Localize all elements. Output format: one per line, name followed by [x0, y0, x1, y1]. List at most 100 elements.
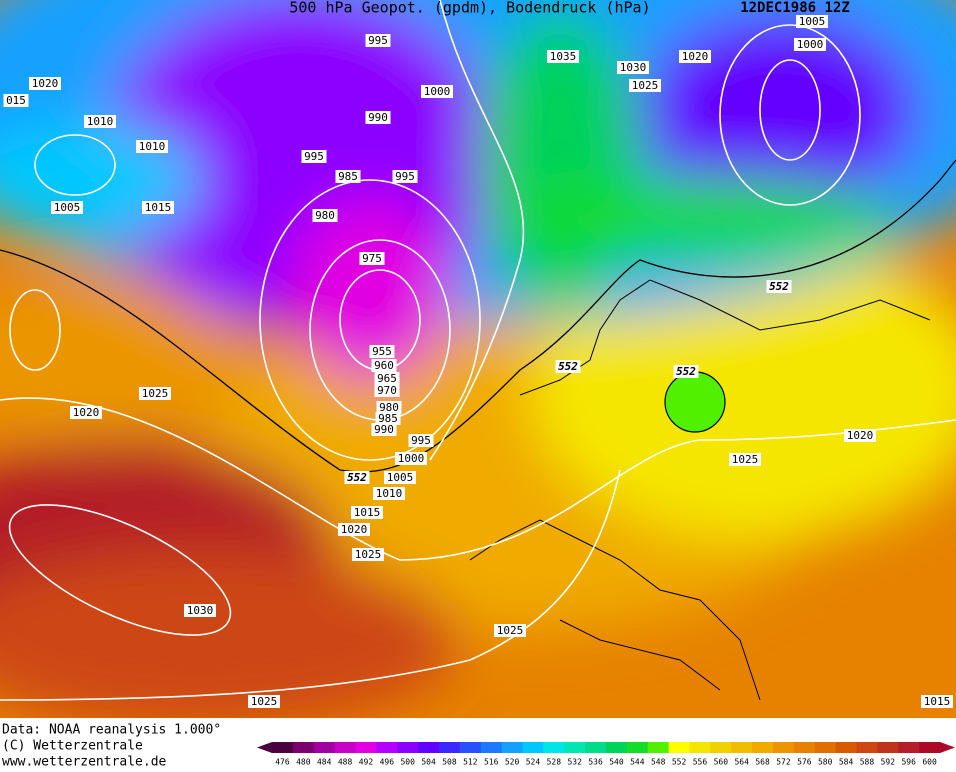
scale-swatch — [793, 742, 816, 753]
label-box — [796, 15, 828, 28]
label-box — [729, 453, 761, 466]
label-box — [374, 372, 400, 385]
label-box — [392, 170, 418, 183]
footer-copyright: (C) Wetterzentrale — [2, 739, 143, 754]
scale-swatch — [334, 742, 356, 753]
isobar-label: 965 — [377, 372, 397, 385]
label-box — [921, 695, 953, 708]
scale-swatch — [856, 742, 878, 753]
isobar-label: 1025 — [251, 695, 278, 708]
scale-arrow-high — [940, 742, 955, 753]
scale-swatch — [439, 742, 461, 753]
scale-tick-label: 548 — [651, 758, 666, 767]
isobar-label: 995 — [411, 434, 431, 447]
label-box — [494, 624, 526, 637]
scale-swatch — [835, 742, 857, 753]
isobar-label: 1015 — [354, 506, 381, 519]
scale-arrow-low — [257, 742, 272, 753]
scale-swatch — [313, 742, 336, 753]
scale-swatch — [626, 742, 649, 753]
scale-swatch — [459, 742, 482, 753]
isobar-label: 1020 — [847, 429, 874, 442]
label-box — [384, 471, 416, 484]
scale-tick-label: 532 — [567, 758, 582, 767]
scale-tick-label: 480 — [296, 758, 311, 767]
scale-tick-label: 536 — [588, 758, 603, 767]
isobar-label: 995 — [304, 150, 324, 163]
scale-swatch — [752, 742, 774, 753]
label-box — [70, 406, 102, 419]
isobar-label: 980 — [379, 401, 399, 414]
scale-swatch — [480, 742, 503, 753]
isobar-label: 1000 — [398, 452, 425, 465]
isobar-label: 1020 — [341, 523, 368, 536]
isobar-label: 955 — [372, 345, 392, 358]
scale-tick-label: 504 — [421, 758, 436, 767]
label-box — [373, 487, 405, 500]
isobar-label: 1000 — [797, 38, 824, 51]
scale-swatch — [418, 742, 440, 753]
label-box — [375, 412, 401, 425]
label-box — [351, 506, 383, 519]
isobar-label: 1025 — [632, 79, 659, 92]
scale-swatch — [606, 742, 628, 753]
isobar-label: 985 — [338, 170, 358, 183]
scale-tick-label: 596 — [901, 758, 916, 767]
scale-swatch — [564, 742, 586, 753]
scale-tick-label: 576 — [797, 758, 812, 767]
isobar-label: 1010 — [139, 140, 166, 153]
isobar-label: 1005 — [54, 201, 81, 214]
label-box — [408, 434, 434, 447]
label-box — [629, 79, 661, 92]
scale-swatch — [543, 742, 565, 753]
isobar-label: 970 — [377, 384, 397, 397]
isobar-label: 1020 — [682, 50, 709, 63]
label-box — [184, 604, 216, 617]
scale-swatch — [585, 742, 607, 753]
isobar-label: 1025 — [142, 387, 169, 400]
scale-swatch — [397, 742, 419, 753]
scale-tick-label: 484 — [317, 758, 332, 767]
scale-swatch — [919, 742, 941, 753]
scale-swatch — [773, 742, 795, 753]
scale-tick-label: 476 — [275, 758, 290, 767]
scale-swatch — [376, 742, 398, 753]
label-box — [51, 201, 83, 214]
isobar-label: 1005 — [799, 15, 826, 28]
label-box — [395, 452, 427, 465]
scale-tick-label: 572 — [776, 758, 791, 767]
label-box — [555, 360, 581, 373]
isobar-label: 1015 — [145, 201, 172, 214]
isobar-label: 990 — [368, 111, 388, 124]
isobar-label: 975 — [362, 252, 382, 265]
isobar-label: 1020 — [73, 406, 100, 419]
geopotential-label: 552 — [769, 280, 789, 293]
scale-swatch — [689, 742, 711, 753]
label-box — [421, 85, 453, 98]
label-box — [248, 695, 280, 708]
scale-tick-label: 516 — [484, 758, 499, 767]
scale-swatch — [731, 742, 753, 753]
scale-tick-label: 592 — [881, 758, 896, 767]
scale-swatch — [355, 742, 377, 753]
label-box — [673, 365, 699, 378]
label-box — [547, 50, 579, 63]
label-box — [679, 50, 711, 63]
label-box — [3, 94, 29, 107]
label-box — [365, 34, 391, 47]
scale-swatch — [501, 742, 523, 753]
isobar-label: 1000 — [424, 85, 451, 98]
scale-tick-label: 524 — [526, 758, 541, 767]
scale-tick-label: 540 — [609, 758, 624, 767]
isobar-label: 1030 — [620, 61, 647, 74]
label-box — [376, 401, 402, 414]
label-box — [359, 252, 385, 265]
label-box — [369, 345, 395, 358]
label-box — [29, 77, 61, 90]
scale-tick-label: 568 — [755, 758, 770, 767]
label-box — [844, 429, 876, 442]
isobar-label: 1025 — [355, 548, 382, 561]
isobar-label: 1035 — [550, 50, 577, 63]
isobar-label: 1025 — [732, 453, 759, 466]
scale-tick-label: 520 — [505, 758, 520, 767]
